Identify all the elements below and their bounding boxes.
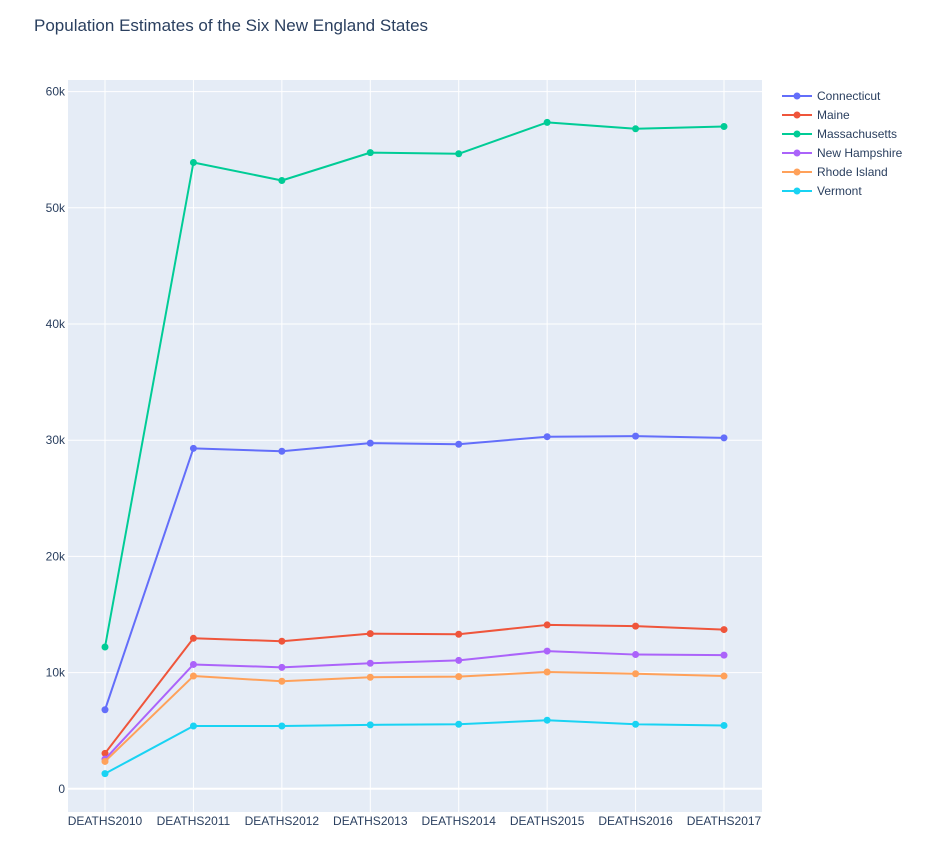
axes: DEATHS2010 DEATHS2011 DEATHS2012 DEATHS2013… [46,85,762,828]
data-point-connecticut[interactable] [189,444,197,452]
data-point-maine[interactable] [632,622,640,630]
data-point-massachusetts[interactable] [101,643,109,651]
data-point-connecticut[interactable] [720,434,728,442]
data-point-connecticut[interactable] [278,447,286,455]
data-point-vermont[interactable] [455,720,463,728]
data-point-connecticut[interactable] [632,432,640,440]
x-tick-label: DEATHS2015 [510,814,585,828]
y-tick-label: 40k [46,317,66,331]
data-point-vermont[interactable] [720,721,728,729]
data-point-massachusetts[interactable] [543,118,551,126]
data-point-rhode-island[interactable] [543,668,551,676]
data-point-massachusetts[interactable] [632,125,640,133]
data-point-rhode-island[interactable] [455,673,463,681]
legend-item-maine[interactable]: Maine [782,108,850,122]
y-tick-label: 10k [46,666,66,680]
data-point-maine[interactable] [278,637,286,645]
series-massachusetts [101,118,728,651]
series-layer [101,118,728,778]
series-line-rhode-island [104,670,725,763]
x-tick-label: DEATHS2013 [333,814,408,828]
data-point-maine[interactable] [101,749,109,757]
legend-label-connecticut: Connecticut [817,89,881,103]
series-line-vermont [104,719,725,775]
series-line-connecticut [104,435,725,711]
data-point-new-hampshire[interactable] [455,656,463,664]
legend-label-new-hampshire: New Hampshire [817,146,903,160]
series-vermont [101,716,728,778]
data-point-new-hampshire[interactable] [278,663,286,671]
data-point-vermont[interactable] [101,770,109,778]
data-point-vermont[interactable] [543,716,551,724]
data-point-maine[interactable] [720,626,728,634]
legend-label-maine: Maine [817,108,850,122]
data-point-rhode-island[interactable] [189,672,197,680]
legend-label-massachusetts: Massachusetts [817,127,897,141]
y-tick-label: 30k [46,433,66,447]
data-point-massachusetts[interactable] [189,158,197,166]
data-point-maine[interactable] [543,621,551,629]
series-rhode-island [101,668,728,765]
y-tick-label: 20k [46,549,66,563]
x-tick-label: DEATHS2014 [421,814,496,828]
series-maine [101,621,728,757]
legend-item-rhode-island[interactable]: Rhode Island [782,165,888,179]
data-point-rhode-island[interactable] [101,757,109,765]
data-point-connecticut[interactable] [366,439,374,447]
series-line-maine [104,623,725,754]
data-point-maine[interactable] [366,630,374,638]
legend-label-vermont: Vermont [817,184,862,198]
x-tick-label: DEATHS2010 [68,814,143,828]
data-point-rhode-island[interactable] [632,670,640,678]
y-tick-label: 60k [46,85,66,99]
data-point-massachusetts[interactable] [278,177,286,185]
data-point-connecticut[interactable] [455,440,463,448]
legend-marker-connecticut [793,92,801,100]
legend-item-connecticut[interactable]: Connecticut [782,89,881,103]
data-point-massachusetts[interactable] [366,149,374,157]
legend-marker-massachusetts [793,130,801,138]
data-point-vermont[interactable] [189,722,197,730]
data-point-new-hampshire[interactable] [366,659,374,667]
legend-marker-rhode-island [793,168,801,176]
legend-marker-vermont [793,187,801,195]
legend-item-vermont[interactable]: Vermont [782,184,862,198]
data-point-vermont[interactable] [632,720,640,728]
data-point-new-hampshire[interactable] [189,660,197,668]
y-tick-label: 0 [58,782,65,796]
series-connecticut [101,432,728,714]
data-point-new-hampshire[interactable] [632,651,640,659]
data-point-maine[interactable] [189,634,197,642]
data-point-rhode-island[interactable] [366,673,374,681]
data-point-new-hampshire[interactable] [543,647,551,655]
legend-item-new-hampshire[interactable]: New Hampshire [782,146,903,160]
plot-background [68,80,762,812]
legend-marker-new-hampshire [793,149,801,157]
y-tick-label: 50k [46,201,66,215]
data-point-maine[interactable] [455,630,463,638]
x-tick-label: DEATHS2011 [157,814,231,828]
data-point-new-hampshire[interactable] [720,651,728,659]
legend[interactable]: Connecticut Maine Massachusetts New Hampshi… [782,89,903,198]
data-point-massachusetts[interactable] [455,150,463,158]
x-tick-label: DEATHS2016 [598,814,673,828]
data-point-vermont[interactable] [366,721,374,729]
data-point-massachusetts[interactable] [720,122,728,130]
x-tick-label: DEATHS2017 [687,814,762,828]
data-point-connecticut[interactable] [543,433,551,441]
data-point-rhode-island[interactable] [720,672,728,680]
data-point-connecticut[interactable] [101,706,109,714]
legend-item-massachusetts[interactable]: Massachusetts [782,127,897,141]
x-tick-label: DEATHS2012 [245,814,320,828]
data-point-rhode-island[interactable] [278,677,286,685]
series-line-massachusetts [104,121,725,648]
chart-title: Population Estimates of the Six New Engl… [34,16,428,35]
legend-marker-maine [793,111,801,119]
legend-label-rhode-island: Rhode Island [817,165,888,179]
data-point-vermont[interactable] [278,722,286,730]
series-line-new-hampshire [104,650,725,760]
